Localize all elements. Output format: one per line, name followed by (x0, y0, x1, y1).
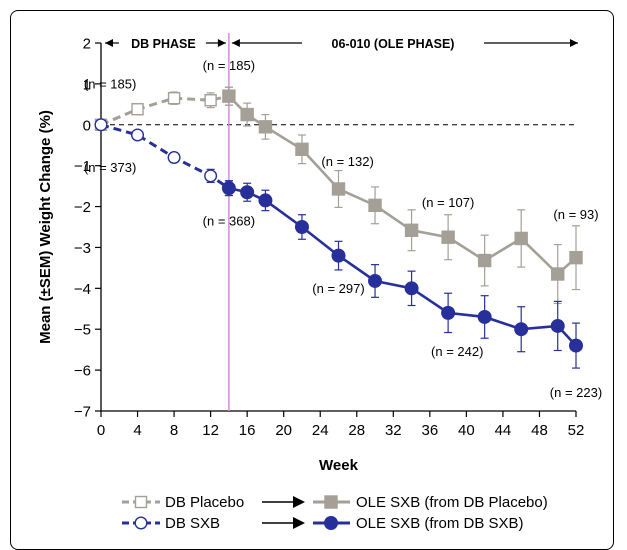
n-annotation: (n = 107) (422, 195, 474, 210)
weight-change-chart: 210−1−2−3−4−5−6−70 4 8 12 16 20 24 28 32 36 40 44 48… (37, 33, 602, 532)
data-point (404, 281, 419, 296)
x-tick-label: 36 (422, 422, 439, 439)
data-point (258, 120, 273, 134)
legend-arrowhead (293, 517, 305, 529)
data-point (569, 250, 583, 265)
x-tick-label: 0 (97, 422, 105, 439)
legend-marker-db (134, 516, 148, 530)
n-annotation: (n = 223) (550, 385, 602, 400)
y-tick-label: −4 (74, 281, 91, 298)
legend-label-ole: OLE SXB (from DB Placebo) (356, 494, 548, 511)
data-point (368, 198, 382, 213)
legend: DB Placebo OLE SXB (from DB Placebo) DB SX… (122, 494, 548, 532)
data-point (331, 182, 346, 196)
x-tick-label: 28 (348, 422, 365, 439)
y-tick-label: 1 (83, 76, 91, 93)
series-line (227, 95, 577, 276)
data-point (240, 107, 254, 122)
x-tick-label: 52 (568, 422, 585, 439)
axes: 210−1−2−3−4−5−6−70 4 8 12 16 20 24 28 32 36 40 44 48… (37, 36, 584, 475)
y-tick-label: 2 (83, 36, 91, 53)
data-point (477, 309, 492, 324)
ole-phase-arrowhead-right (570, 39, 578, 47)
data-point (550, 318, 565, 333)
y-tick-label: −1 (74, 158, 91, 175)
data-point (167, 91, 181, 105)
y-tick-label: 0 (83, 117, 91, 134)
n-annotation: (n = 185) (84, 76, 136, 91)
legend-marker-db (134, 495, 148, 509)
n-annotation: (n = 242) (431, 344, 483, 359)
n-annotation: (n = 297) (312, 281, 364, 296)
data-point (204, 169, 218, 183)
data-point (441, 305, 456, 320)
n-annotation: (n = 185) (203, 58, 255, 73)
x-tick-label: 8 (170, 422, 178, 439)
data-point (221, 181, 236, 196)
data-point (477, 253, 492, 268)
ole-phase-arrowhead-left (231, 39, 240, 47)
data-point (514, 231, 528, 246)
data-point (222, 89, 236, 103)
y-tick-label: −3 (74, 240, 91, 257)
data-point (514, 322, 529, 337)
data-point (569, 338, 584, 353)
legend-arrowhead (293, 496, 305, 508)
n-annotation: (n = 368) (203, 213, 255, 228)
x-tick-label: 24 (312, 422, 329, 439)
x-tick-label: 32 (385, 422, 402, 439)
data-point (404, 223, 419, 237)
ole-phase-label: 06-010 (OLE PHASE) (332, 37, 455, 51)
series-1 (222, 86, 583, 305)
x-axis-title: Week (319, 457, 359, 474)
db-phase-arrowhead-right (217, 39, 226, 47)
series-0 (94, 86, 236, 131)
n-annotation: (n = 93) (553, 207, 598, 222)
x-tick-label: 48 (531, 422, 548, 439)
y-axis-title: Mean (±SEM) Weight Change (%) (37, 110, 54, 344)
legend-label-ole: OLE SXB (from DB SXB) (356, 515, 524, 532)
data-point (331, 248, 346, 263)
data-point (204, 94, 217, 107)
data-point (131, 128, 145, 142)
legend-row-1: DB SXB OLE SXB (from DB SXB) (122, 515, 524, 532)
plot-area: DB PHASE 06-010 (OLE PHASE) (94, 33, 584, 411)
data-point (551, 267, 565, 281)
n-annotation: (n = 373) (84, 160, 136, 175)
data-point (258, 193, 273, 208)
y-tick-label: −5 (74, 322, 91, 339)
x-tick-label: 4 (133, 422, 141, 439)
y-tick-label: −7 (74, 404, 91, 421)
legend-label-db: DB SXB (165, 515, 220, 532)
x-tick-label: 12 (202, 422, 219, 439)
series-2 (94, 118, 236, 197)
db-phase-label: DB PHASE (131, 37, 196, 51)
legend-marker-ole (324, 495, 338, 509)
legend-label-db: DB Placebo (165, 494, 244, 511)
x-tick-label: 16 (239, 422, 256, 439)
x-tick-label: 44 (495, 422, 512, 439)
data-point (441, 230, 455, 244)
db-phase-arrowhead-left (105, 39, 113, 47)
x-tick-label: 40 (458, 422, 475, 439)
annotations: (n = 185) (n = 185) (n = 373) (n = 368) (n =… (84, 58, 602, 400)
data-point (167, 150, 181, 164)
data-point (295, 142, 309, 157)
y-tick-label: −2 (74, 199, 91, 216)
legend-marker-ole (324, 516, 339, 531)
legend-row-0: DB Placebo OLE SXB (from DB Placebo) (122, 494, 548, 511)
data-point (240, 185, 255, 200)
y-tick-label: −6 (74, 363, 91, 380)
data-point (294, 219, 309, 234)
x-tick-label: 20 (275, 422, 292, 439)
data-point (368, 273, 383, 288)
n-annotation: (n = 132) (321, 154, 373, 169)
data-point (94, 118, 108, 132)
series-3 (221, 180, 584, 369)
data-point (131, 103, 144, 116)
